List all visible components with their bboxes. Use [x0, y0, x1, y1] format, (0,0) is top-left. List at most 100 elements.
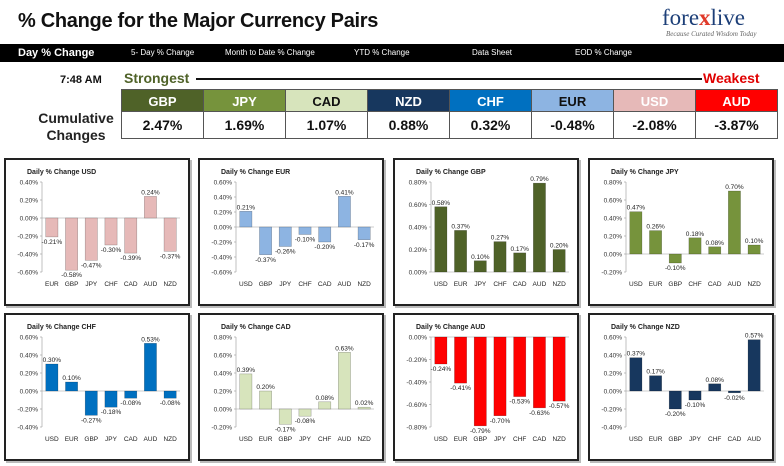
x-tick-label: USD [239, 436, 253, 443]
x-tick-label: EUR [45, 281, 59, 288]
chart-panel-jpy: Daily % Change JPY 0.80% 0.60% 0.40% 0.20% 0.… [588, 158, 774, 306]
x-tick-label: USD [629, 281, 643, 288]
x-tick-label: CHF [688, 281, 701, 288]
x-tick-label: GBP [668, 281, 682, 288]
y-tick-label: 0.80% [604, 180, 623, 187]
x-tick-label: NZD [747, 281, 761, 288]
x-tick-label: CAD [533, 436, 547, 443]
x-tick-label: AUD [144, 281, 158, 288]
data-label: -0.58% [61, 272, 82, 279]
bar [45, 363, 59, 392]
data-label: -0.27% [81, 417, 102, 424]
x-tick-label: JPY [299, 436, 312, 443]
bar [728, 190, 741, 255]
y-tick-label: 0.00% [409, 335, 428, 342]
y-tick-label: 0.60% [604, 335, 623, 342]
x-tick-label: AUD [338, 436, 352, 443]
bar [318, 401, 332, 410]
bar [65, 381, 78, 392]
tile-cumulative-value: 1.07% [285, 112, 368, 139]
nav-month-to-date[interactable]: Month to Date % Change [225, 48, 315, 57]
nav-data-sheet[interactable]: Data Sheet [472, 48, 513, 57]
data-label: -0.20% [665, 411, 686, 418]
bar [163, 390, 177, 399]
data-label: 0.27% [491, 235, 510, 242]
tile-cumulative-value: -0.48% [531, 112, 614, 139]
nav-bar: Day % Change 5- Day % Change Month to Da… [0, 44, 784, 62]
chart-title: Daily % Change CHF [27, 324, 96, 331]
x-tick-label: NZD [163, 436, 177, 443]
timestamp: 7:48 AM [60, 74, 102, 86]
bar [338, 352, 351, 410]
bar [259, 390, 272, 410]
bar [259, 226, 272, 255]
data-label: 0.17% [510, 246, 529, 253]
y-tick-label: 0.60% [409, 202, 428, 209]
y-tick-label: -0.80% [406, 425, 427, 432]
data-label: 0.79% [530, 176, 549, 183]
logo-part-fore: fore [662, 5, 700, 30]
bar [629, 211, 643, 255]
data-label: -0.63% [529, 410, 550, 417]
chart-title: Daily % Change CAD [221, 324, 291, 331]
chart-panel-gbp: Daily % Change GBP 0.80% 0.60% 0.40% 0.20% 0.… [393, 158, 579, 306]
data-label: -0.70% [490, 418, 511, 425]
data-label: -0.10% [685, 402, 706, 409]
cumulative-changes-label: Cumulative Changes [34, 110, 118, 144]
bar [104, 390, 118, 408]
nav-5day-change[interactable]: 5- Day % Change [131, 48, 195, 57]
logo-tagline: Because Curated Wisdom Today [666, 30, 757, 38]
y-tick-label: -0.40% [211, 255, 232, 262]
x-tick-label: CHF [298, 281, 311, 288]
y-tick-label: -0.20% [17, 407, 38, 414]
y-tick-label: 0.40% [20, 180, 39, 187]
bar [144, 196, 157, 219]
bar [124, 390, 138, 399]
data-label: 0.37% [627, 351, 646, 358]
forexlive-logo[interactable]: forexlive Because Curated Wisdom Today [662, 6, 780, 40]
data-label: -0.08% [120, 400, 141, 407]
chart-title: Daily % Change EUR [221, 169, 291, 176]
y-tick-label: -0.40% [17, 425, 38, 432]
y-tick-label: -0.40% [406, 380, 427, 387]
y-tick-label: 0.00% [604, 252, 623, 259]
y-tick-label: 0.00% [214, 407, 233, 414]
nav-ytd-change[interactable]: YTD % Change [354, 48, 410, 57]
data-label: 0.20% [550, 243, 569, 250]
y-tick-label: 0.80% [214, 335, 233, 342]
y-tick-label: 0.00% [20, 216, 39, 223]
tile-currency-name: CAD [285, 89, 368, 112]
data-label: 0.02% [355, 400, 374, 407]
data-label: -0.10% [665, 265, 686, 272]
tile-currency-name: GBP [121, 89, 204, 112]
bar [552, 336, 566, 402]
bar [454, 230, 467, 273]
tile-cumulative-value: 1.69% [203, 112, 286, 139]
bar [473, 260, 487, 273]
bar-chart: 0.80% 0.60% 0.40% 0.20% 0.00% 0.58% USD 0.37% EU… [409, 176, 569, 288]
data-label: -0.08% [160, 400, 181, 407]
y-tick-label: 0.40% [604, 353, 623, 360]
nav-eod-change[interactable]: EOD % Change [575, 48, 632, 57]
x-tick-label: AUD [338, 281, 352, 288]
chart-title: Daily % Change USD [27, 169, 97, 176]
bar [45, 217, 59, 238]
data-label: -0.20% [314, 244, 335, 251]
nav-day-change[interactable]: Day % Change [18, 47, 95, 59]
x-tick-label: JPY [105, 436, 118, 443]
bar [473, 336, 487, 427]
x-tick-label: CAD [124, 281, 138, 288]
bar [84, 390, 98, 416]
tile-currency-name: CHF [449, 89, 532, 112]
x-tick-label: EUR [649, 436, 663, 443]
data-label: 0.08% [705, 377, 724, 384]
x-tick-label: EUR [65, 436, 79, 443]
cumulative-label-line2: Changes [46, 127, 106, 143]
data-label: 0.41% [335, 189, 354, 196]
bar [239, 373, 253, 410]
data-label: -0.17% [354, 242, 375, 249]
data-label: -0.10% [295, 237, 316, 244]
bar [708, 246, 722, 255]
bar [513, 252, 527, 273]
y-tick-label: 0.40% [604, 216, 623, 223]
